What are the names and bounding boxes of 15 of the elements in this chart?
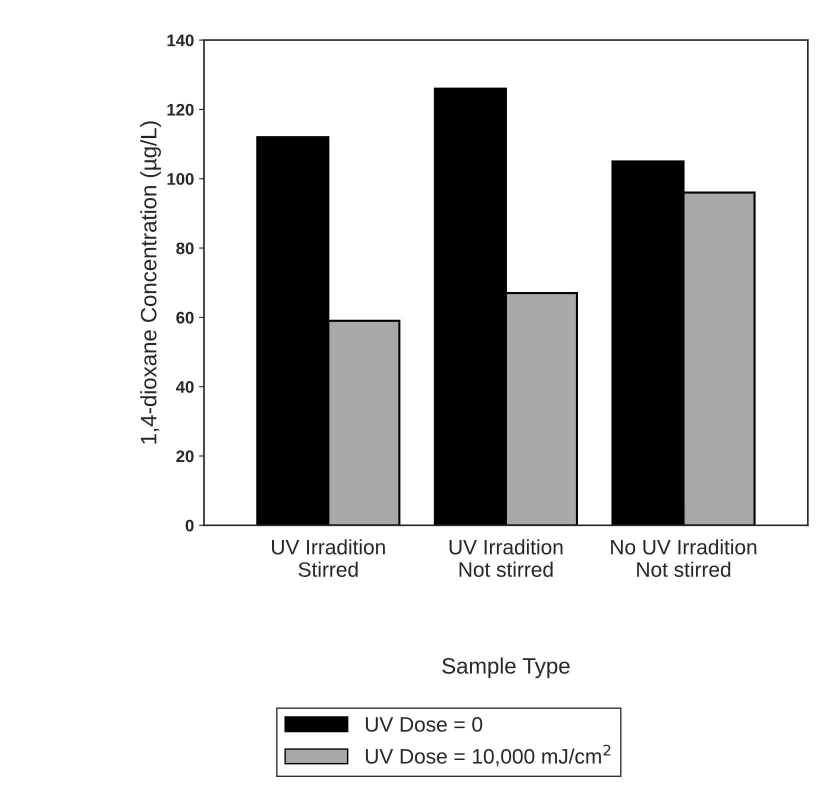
y-axis-title: 1,4-dioxane Concentration (µg/L): [140, 121, 161, 444]
legend-label: UV Dose = 0: [366, 717, 482, 732]
x-tick-label: UV Irradition Not stirred: [450, 539, 562, 577]
y-tick-label: 120: [168, 104, 194, 116]
y-tick-label: 0: [186, 520, 194, 532]
y-tick-label: 100: [168, 173, 194, 185]
y-tick-label: 80: [176, 242, 194, 254]
x-axis-title: Sample Type: [442, 657, 570, 678]
legend-label: UV Dose = 10,000 mJ/cm$^{2}$: [366, 744, 610, 766]
y-tick-label: 20: [176, 450, 194, 462]
y-tick-label: 140: [168, 34, 194, 46]
y-tick-label: 60: [176, 312, 194, 324]
x-tick-label: No UV Irradition Not stirred: [611, 539, 756, 577]
x-tick-label: UV Irradition Stirred: [272, 539, 385, 577]
y-tick-label: 40: [176, 381, 194, 393]
